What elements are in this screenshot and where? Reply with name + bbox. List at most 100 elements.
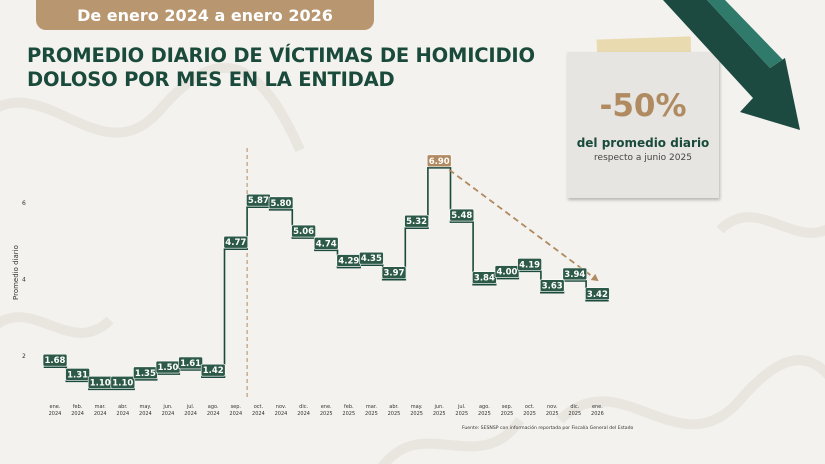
x-tick-month: nov. — [276, 404, 287, 410]
data-label: 4.74 — [316, 239, 337, 249]
y-tick-label: 6 — [22, 200, 26, 207]
x-tick-month: jul. — [186, 404, 195, 410]
x-tick-month: ene. — [592, 404, 603, 410]
data-label-box — [404, 214, 429, 228]
x-tick-year: 2024 — [297, 411, 310, 417]
date-range-badge: De enero 2024 a enero 2026 — [36, 0, 374, 30]
title-line-1: PROMEDIO DIARIO DE VÍCTIMAS DE HOMICIDIO — [27, 44, 535, 67]
x-tick-year: 2024 — [252, 411, 265, 417]
x-tick-year: 2025 — [410, 411, 423, 417]
data-label: 4.77 — [225, 238, 246, 248]
x-tick-year: 2025 — [568, 411, 581, 417]
data-label: 1.31 — [67, 370, 88, 380]
data-label-box — [381, 266, 407, 280]
data-label: 5.06 — [293, 227, 314, 237]
data-label-box — [517, 258, 542, 271]
x-tick-month: jun. — [434, 404, 445, 410]
x-tick-year: 2025 — [388, 411, 401, 417]
x-tick-month: ene. — [321, 404, 332, 410]
x-tick-month: nov. — [547, 404, 558, 410]
x-tick-year: 2024 — [71, 411, 84, 417]
x-tick-month: oct. — [525, 404, 535, 410]
callout-line-1: del promedio diario — [576, 136, 710, 150]
x-tick-month: mar. — [95, 404, 107, 410]
x-tick-month: feb. — [344, 404, 354, 410]
data-label-box — [539, 279, 565, 293]
x-tick-year: 2024 — [162, 411, 175, 417]
trend-arrow-line — [448, 169, 596, 280]
data-label-box — [178, 356, 203, 370]
data-label-box — [65, 368, 90, 381]
x-tick-year: 2025 — [546, 411, 559, 417]
data-label: 3.94 — [564, 270, 585, 280]
x-tick-month: may. — [140, 404, 152, 410]
data-label: 1.68 — [45, 356, 66, 366]
data-label-box — [494, 265, 520, 278]
data-label: 5.87 — [248, 196, 269, 206]
trend-arrow-head — [590, 273, 599, 282]
callout-value: -50% — [599, 88, 687, 124]
data-label: 1.10 — [112, 378, 133, 388]
data-label: 1.50 — [158, 363, 179, 373]
data-label: 1.35 — [135, 369, 156, 379]
data-label-box — [200, 363, 226, 377]
x-tick-year: 2024 — [139, 411, 152, 417]
data-label: 3.84 — [474, 274, 495, 284]
callout-note: -50% del promedio diario respecto a juni… — [567, 52, 719, 198]
page-title: PROMEDIO DIARIO DE VÍCTIMAS DE HOMICIDIO… — [27, 44, 587, 92]
data-label: 4.35 — [361, 254, 382, 264]
x-tick-year: 2025 — [455, 411, 468, 417]
x-tick-month: feb. — [73, 404, 83, 410]
x-tick-year: 2025 — [523, 411, 536, 417]
x-tick-month: ago. — [479, 404, 490, 410]
data-label: 4.00 — [497, 268, 518, 278]
y-tick-label: 4 — [22, 277, 26, 284]
x-tick-month: mar. — [366, 404, 378, 410]
data-label-box — [449, 208, 475, 222]
x-tick-year: 2026 — [591, 411, 604, 417]
x-tick-year: 2024 — [207, 411, 220, 417]
data-label: 6.90 — [429, 157, 450, 167]
source-note: Fuente: SESNSP con información reportada… — [462, 426, 634, 431]
x-tick-year: 2024 — [184, 411, 197, 417]
x-tick-year: 2025 — [433, 411, 446, 417]
x-tick-month: oct. — [254, 404, 264, 410]
data-label: 3.63 — [542, 282, 563, 292]
data-label-box — [313, 237, 339, 250]
x-tick-year: 2025 — [342, 411, 355, 417]
x-tick-month: sep. — [231, 404, 242, 410]
x-tick-year: 2024 — [275, 411, 288, 417]
y-axis-label: Promedio diario — [12, 245, 20, 300]
down-trend-arrow-icon — [663, 0, 800, 130]
data-label-box — [42, 353, 68, 367]
x-tick-month: ago. — [208, 404, 219, 410]
data-label: 5.80 — [271, 199, 292, 209]
x-tick-year: 2024 — [94, 411, 107, 417]
x-tick-month: abr. — [118, 404, 128, 410]
y-tick-label: 2 — [22, 353, 26, 360]
x-tick-year: 2024 — [229, 411, 242, 417]
callout-line-2: respecto a junio 2025 — [594, 153, 692, 163]
x-tick-year: 2025 — [501, 411, 514, 417]
data-label-box — [585, 287, 610, 301]
data-label: 1.10 — [90, 378, 111, 388]
data-label: 4.19 — [519, 260, 540, 270]
x-tick-year: 2024 — [49, 411, 62, 417]
data-label: 1.61 — [180, 359, 201, 369]
x-tick-month: dic. — [570, 404, 579, 410]
data-label-box — [110, 376, 136, 389]
x-tick-month: abr. — [389, 404, 399, 410]
x-tick-year: 2025 — [365, 411, 378, 417]
x-tick-month: sep. — [502, 404, 513, 410]
data-label: 1.42 — [203, 366, 224, 376]
data-label: 3.97 — [384, 269, 405, 279]
data-label-box — [268, 196, 294, 210]
x-tick-month: jul. — [457, 404, 466, 410]
x-tick-year: 2025 — [320, 411, 333, 417]
x-tick-month: ene. — [50, 404, 61, 410]
data-label: 3.42 — [587, 290, 608, 300]
x-tick-year: 2024 — [116, 411, 129, 417]
data-label: 5.32 — [406, 217, 427, 227]
